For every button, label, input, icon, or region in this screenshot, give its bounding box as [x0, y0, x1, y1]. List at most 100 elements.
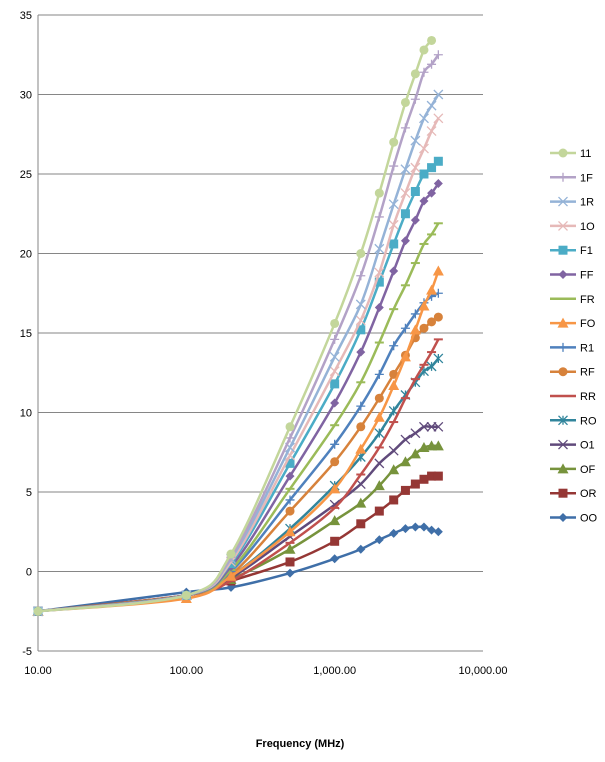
data-point	[419, 474, 429, 484]
data-point	[356, 271, 366, 281]
y-tick-label: 35	[20, 10, 32, 22]
data-point	[374, 458, 385, 469]
data-point	[329, 483, 341, 494]
data-point	[285, 433, 295, 443]
legend-marker	[558, 270, 568, 279]
data-point	[410, 479, 420, 489]
data-point	[285, 506, 295, 516]
data-point	[433, 312, 443, 322]
legend-item: 1O	[550, 221, 595, 233]
data-point	[355, 443, 367, 454]
data-point	[400, 188, 411, 199]
legend-marker	[557, 463, 569, 474]
legend-label: O1	[580, 440, 595, 452]
data-point	[400, 97, 410, 107]
data-point	[389, 137, 399, 147]
data-point	[409, 448, 421, 459]
legend-marker	[558, 415, 568, 426]
data-point	[329, 351, 340, 362]
x-axis-ticks: 10.00 100.00 1,000.00 10,000.00	[24, 665, 507, 677]
data-point	[433, 179, 443, 189]
data-point	[419, 113, 429, 124]
data-point	[427, 35, 437, 45]
data-point	[389, 495, 399, 505]
data-point	[374, 212, 384, 222]
legend-label: 1F	[580, 172, 593, 184]
legend-item: F1	[550, 245, 593, 257]
x-tick-label: 10.00	[24, 665, 52, 677]
data-point	[433, 353, 444, 364]
data-point	[433, 527, 443, 537]
data-point	[330, 457, 340, 467]
data-point	[330, 379, 340, 389]
data-point	[399, 351, 411, 362]
data-point	[389, 341, 399, 351]
data-point	[374, 428, 385, 439]
y-axis-ticks: -5 0 5 10 15 20 25 30 35	[20, 10, 32, 658]
legend-item: OO	[550, 513, 598, 525]
series-FO	[32, 265, 444, 616]
legend-label: OR	[580, 488, 597, 500]
series-line	[37, 93, 440, 613]
data-point	[285, 471, 295, 481]
legend-label: 11	[580, 148, 591, 160]
legend-marker	[558, 245, 568, 255]
data-point	[419, 169, 429, 179]
data-point	[410, 309, 420, 319]
data-point	[389, 239, 399, 249]
legend-marker	[557, 317, 569, 328]
data-point	[388, 464, 400, 475]
data-point	[330, 334, 340, 344]
data-point	[427, 188, 437, 198]
data-point	[400, 323, 410, 333]
legend-label: RF	[580, 367, 595, 379]
data-point	[410, 162, 421, 173]
legend-label: F1	[580, 245, 593, 257]
legend-item: RR	[550, 391, 596, 403]
data-point	[400, 209, 410, 219]
y-tick-label: 20	[20, 249, 32, 261]
data-point	[330, 536, 340, 546]
data-point	[426, 284, 438, 295]
data-point	[285, 495, 295, 505]
data-point	[433, 156, 443, 166]
data-point	[285, 458, 295, 468]
data-point	[419, 143, 429, 154]
data-point	[410, 135, 421, 146]
data-point	[356, 401, 366, 411]
legend-item: FO	[550, 317, 596, 330]
data-point	[374, 369, 384, 379]
data-point	[419, 522, 429, 532]
data-point	[389, 161, 399, 171]
data-point	[400, 485, 410, 495]
data-point	[330, 318, 340, 328]
data-point	[388, 379, 400, 390]
legend-label: 1O	[580, 221, 595, 233]
data-point	[355, 479, 366, 490]
legend-item: O1	[550, 440, 595, 452]
data-point	[329, 515, 341, 526]
legend-item: FR	[550, 294, 595, 306]
data-point	[330, 439, 340, 449]
data-point	[285, 557, 295, 567]
legend-label: FF	[580, 270, 594, 282]
data-point	[374, 506, 384, 516]
data-point	[410, 522, 420, 532]
data-point	[419, 45, 429, 55]
data-point	[410, 215, 420, 225]
data-point	[419, 67, 429, 77]
data-point	[374, 303, 384, 313]
series-line	[37, 425, 439, 613]
data-point	[400, 434, 411, 445]
data-point	[388, 199, 399, 210]
data-point	[284, 543, 296, 554]
data-point	[419, 196, 429, 206]
data-point	[373, 480, 385, 491]
data-point	[330, 554, 340, 564]
data-point	[410, 69, 420, 79]
data-point	[355, 299, 366, 310]
data-point	[389, 266, 399, 276]
data-point	[400, 524, 410, 534]
legend-label: 1R	[580, 197, 594, 209]
